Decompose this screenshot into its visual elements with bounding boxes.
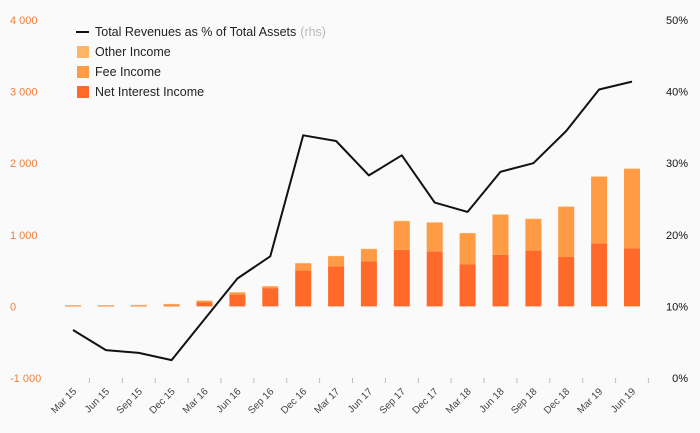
bar-fee-income-12 (459, 233, 476, 265)
bar-net-interest-income-13 (492, 254, 509, 307)
x-tick-label: Mar 19 (575, 386, 605, 416)
bar-fee-income-11 (426, 222, 443, 252)
bar-net-interest-income-11 (426, 251, 443, 307)
bar-fee-income-16 (591, 176, 608, 244)
bar-net-interest-income-17 (624, 248, 640, 307)
bar-net-interest-income-12 (459, 264, 476, 307)
bar-net-interest-income-9 (360, 261, 377, 307)
bar-other-income-5 (229, 292, 246, 293)
bar-other-income-8 (328, 255, 345, 257)
legend-label-suffix: (rhs) (300, 25, 326, 39)
bar-other-income-3 (163, 303, 180, 305)
bar-net-interest-income-4 (196, 302, 213, 307)
bar-fee-income-3 (163, 304, 180, 306)
x-tick-label: Sep 17 (378, 386, 408, 416)
left-tick-label: 3 000 (10, 87, 38, 99)
x-tick-label: Dec 18 (542, 386, 572, 416)
left-tick-label: 4 000 (10, 15, 38, 27)
bar-fee-income-13 (492, 214, 509, 255)
bar-fee-income-5 (229, 292, 246, 295)
x-tick-label: Dec 17 (411, 386, 441, 416)
right-tick-label: 10% (666, 301, 688, 313)
bar-net-interest-income-8 (328, 266, 345, 307)
legend-label: Other Income (95, 45, 171, 59)
x-tick-label: Dec 16 (279, 386, 309, 416)
x-tick-label: Mar 17 (312, 386, 342, 416)
right-tick-label: 30% (666, 158, 688, 170)
bar-net-interest-income-15 (558, 257, 575, 307)
x-tick-label: Mar 16 (181, 386, 211, 416)
bar-other-income-2 (130, 304, 147, 306)
x-tick-label: Mar 15 (49, 386, 79, 416)
bar-other-income-0 (65, 305, 81, 306)
bar-fee-income-2 (130, 305, 147, 306)
bar-net-interest-income-2 (130, 305, 147, 307)
line-total-revenues-pct-assets (72, 80, 633, 362)
bar-other-income-9 (360, 248, 377, 250)
bar-fee-income-7 (295, 263, 312, 271)
right-tick-label: 0% (672, 373, 688, 385)
bar-net-interest-income-0 (65, 305, 81, 307)
bar-fee-income-8 (328, 256, 345, 267)
legend-box-swatch (77, 66, 89, 78)
x-tick-label: Dec 15 (148, 386, 178, 416)
bar-net-interest-income-5 (229, 294, 246, 307)
bar-fee-income-9 (360, 249, 377, 262)
bar-fee-income-10 (393, 221, 410, 250)
bar-other-income-16 (591, 176, 608, 177)
x-tick-label: Jun 15 (83, 386, 112, 415)
bar-other-income-1 (97, 305, 114, 306)
line-layer (72, 80, 633, 362)
legend-label: Net Interest Income (95, 85, 204, 99)
bar-net-interest-income-3 (163, 305, 180, 307)
bar-other-income-13 (492, 214, 509, 215)
left-tick-label: 1 000 (10, 230, 38, 242)
bar-net-interest-income-16 (591, 243, 608, 307)
bar-other-income-12 (459, 233, 476, 234)
legend-label: Fee Income (95, 65, 161, 79)
bar-net-interest-income-14 (525, 250, 542, 307)
x-tick-label: Jun 18 (478, 386, 507, 415)
bar-other-income-15 (558, 206, 575, 208)
x-tick-label: Jun 19 (609, 386, 638, 415)
x-tick-label: Jun 17 (346, 386, 375, 415)
bar-other-income-6 (262, 286, 279, 287)
bar-net-interest-income-10 (393, 249, 410, 307)
bar-other-income-10 (393, 220, 410, 222)
bar-other-income-4 (196, 300, 213, 302)
right-axis: 0% 10% 20% 30% 40% 50% (666, 15, 688, 385)
bar-fee-income-4 (196, 300, 213, 303)
bar-fee-income-6 (262, 286, 279, 289)
bar-fee-income-14 (525, 219, 542, 251)
left-tick-label: 0 (10, 301, 16, 313)
x-tick-label: Mar 18 (444, 386, 474, 416)
x-axis: Mar 15 Jun 15 Sep 15 Dec 15 Mar 16 Jun 16 Sep … (49, 378, 649, 417)
right-tick-label: 50% (666, 15, 688, 27)
bar-other-income-14 (525, 218, 542, 220)
x-tick-label: Sep 18 (509, 386, 539, 416)
left-tick-label: -1 000 (10, 373, 41, 385)
x-tick-label: Sep 15 (115, 386, 145, 416)
bar-other-income-11 (426, 222, 443, 223)
bar-fee-income-17 (624, 168, 640, 249)
legend-box-swatch (77, 46, 89, 58)
left-tick-label: 2 000 (10, 158, 38, 170)
right-tick-label: 40% (666, 87, 688, 99)
bar-net-interest-income-7 (295, 270, 312, 307)
bars-layer (65, 168, 640, 307)
right-tick-label: 20% (666, 230, 688, 242)
bar-fee-income-15 (558, 206, 575, 257)
bar-net-interest-income-1 (97, 305, 114, 307)
x-tick-label: Sep 16 (246, 386, 276, 416)
x-tick-label: Jun 16 (215, 386, 244, 415)
bar-net-interest-income-6 (262, 288, 279, 307)
legend-box-swatch (77, 86, 89, 98)
legend: Total Revenues as % of Total Assets (rhs)… (76, 25, 326, 99)
left-axis: -1 000 0 1 000 2 000 3 000 4 000 (10, 15, 41, 385)
bar-other-income-7 (295, 263, 312, 264)
legend-label: Total Revenues as % of Total Assets (rhs) (95, 25, 326, 39)
bar-other-income-17 (624, 168, 640, 170)
